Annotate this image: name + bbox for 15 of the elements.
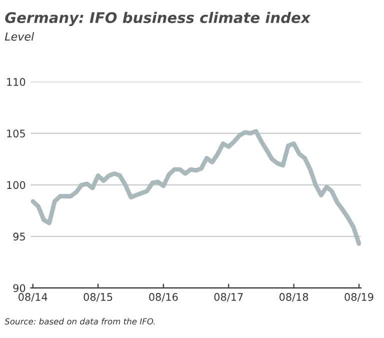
x-tick-label: 08/17 — [214, 293, 243, 302]
y-tick-label: 100 — [7, 181, 26, 189]
x-tick-label: 08/19 — [344, 293, 374, 302]
x-tick-label: 08/18 — [279, 293, 308, 302]
x-tick-label: 08/15 — [84, 293, 112, 302]
chart-title: Germany: IFO business climate index — [5, 12, 311, 26]
chart-subtitle: Level — [4, 32, 34, 41]
y-tick-label: 95 — [13, 232, 25, 241]
line-series — [30, 129, 361, 246]
y-tick-label: 90 — [13, 284, 26, 292]
source-note: Source: based on data from the IFO. — [4, 318, 155, 325]
y-tick-label: 105 — [7, 130, 25, 138]
x-tick-label: 08/14 — [18, 293, 48, 302]
x-tick-label: 08/16 — [149, 293, 178, 302]
y-tick-label: 110 — [7, 78, 26, 86]
